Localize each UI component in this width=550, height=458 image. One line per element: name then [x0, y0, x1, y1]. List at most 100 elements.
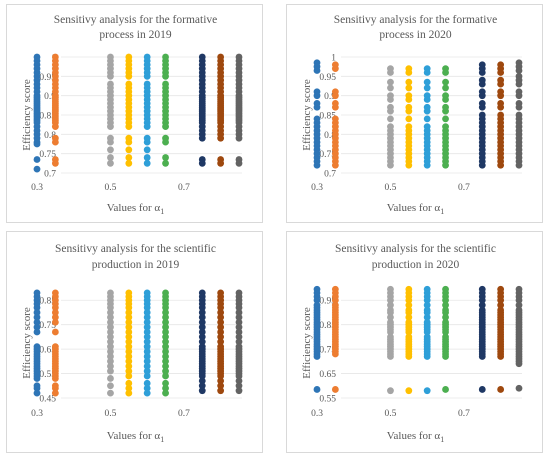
data-point: [162, 123, 169, 130]
data-point: [515, 384, 523, 392]
data-point: [497, 92, 505, 100]
data-point: [162, 379, 169, 387]
data-point: [217, 372, 225, 380]
data-point: [387, 107, 394, 115]
data-point: [235, 333, 243, 341]
data-point: [405, 309, 413, 316]
data-point: [217, 159, 225, 167]
data-point: [405, 78, 413, 86]
data-point: [515, 67, 523, 74]
y-tick-label: 0.9: [324, 92, 336, 102]
data-point: [198, 382, 206, 390]
chart-panel-formative-2019: Sensitivy analysis for the formative proc…: [6, 4, 263, 223]
chart-title-line-1: Sensitivy analysis for the formative: [334, 14, 498, 26]
y-tick-label: 0.65: [39, 346, 56, 356]
x-axis-label-text: Values for α: [387, 202, 441, 214]
data-point: [33, 309, 41, 316]
data-point: [313, 386, 321, 393]
data-point: [107, 353, 114, 360]
data-point: [107, 338, 114, 346]
data-point: [107, 328, 114, 336]
data-point: [125, 159, 133, 167]
data-point: [478, 301, 486, 309]
data-point: [235, 338, 243, 346]
data-point: [33, 323, 41, 331]
data-point: [235, 328, 243, 336]
data-point: [198, 323, 206, 331]
series-1: [33, 53, 41, 173]
data-point: [143, 123, 151, 130]
data-point: [33, 318, 41, 326]
data-point: [125, 362, 133, 370]
data-point: [33, 389, 41, 397]
series-8: [497, 61, 505, 169]
data-point: [442, 353, 449, 360]
data-point: [107, 72, 114, 80]
data-point: [51, 375, 59, 382]
data-point: [143, 313, 151, 321]
y-tick-label: 0.75: [319, 346, 336, 356]
series-2: [331, 61, 339, 169]
y-tick-label: 0.95: [319, 73, 336, 83]
data-point: [125, 138, 133, 146]
series-7: [478, 61, 486, 169]
data-point: [162, 159, 169, 167]
data-point: [107, 318, 114, 326]
data-point: [442, 328, 449, 336]
data-point: [125, 384, 133, 392]
data-point: [125, 313, 133, 321]
data-point: [51, 318, 59, 326]
series-1: [313, 285, 321, 393]
data-point: [331, 65, 339, 72]
data-point: [143, 362, 151, 370]
chart-formative-2020: Sensitivy analysis for the formative proc…: [301, 14, 523, 216]
chart-title-line-2: production in 2019: [92, 259, 180, 271]
data-point: [33, 156, 41, 163]
x-tick-label: 0.7: [178, 183, 190, 193]
data-point: [442, 313, 449, 321]
x-tick-label: 0.3: [31, 409, 43, 419]
data-point: [162, 338, 169, 346]
data-point: [423, 328, 431, 336]
chart-panel-formative-2020: Sensitivy analysis for the formative proc…: [286, 4, 543, 223]
data-point: [143, 338, 151, 346]
data-point: [405, 296, 413, 304]
data-point: [442, 96, 449, 103]
data-point: [497, 296, 505, 304]
data-point: [198, 372, 206, 380]
data-point: [217, 318, 225, 326]
data-point: [33, 313, 41, 321]
x-tick-label: 0.5: [105, 409, 117, 419]
x-axis-label-text: Values for α: [107, 430, 161, 442]
data-point: [497, 80, 505, 88]
data-point: [442, 69, 449, 76]
x-axis-label-subscript: 1: [160, 207, 164, 216]
data-point: [217, 338, 225, 346]
y-tick-label: 0.55: [39, 370, 56, 380]
data-point: [235, 372, 243, 380]
data-point: [33, 140, 41, 148]
y-tick-label: 0.85: [39, 112, 56, 122]
x-axis-label-text: Values for α: [107, 202, 161, 214]
series-8: [217, 53, 225, 167]
data-point: [125, 379, 133, 387]
data-point: [235, 382, 243, 390]
x-axis-label-text: Values for α: [387, 430, 441, 442]
data-point: [162, 343, 169, 351]
data-point: [405, 107, 413, 115]
data-point: [107, 389, 114, 397]
data-point: [162, 154, 169, 161]
data-point: [107, 304, 114, 311]
data-point: [405, 96, 413, 103]
series-3: [387, 285, 394, 395]
data-point: [387, 78, 394, 86]
data-point: [217, 377, 225, 385]
data-point: [331, 386, 339, 393]
data-point: [442, 301, 449, 309]
data-point: [107, 309, 114, 316]
data-point: [125, 343, 133, 351]
chart-title-line-2: process in 2020: [379, 29, 451, 41]
data-point: [217, 304, 225, 311]
series-3: [387, 65, 394, 169]
data-point: [107, 357, 114, 365]
